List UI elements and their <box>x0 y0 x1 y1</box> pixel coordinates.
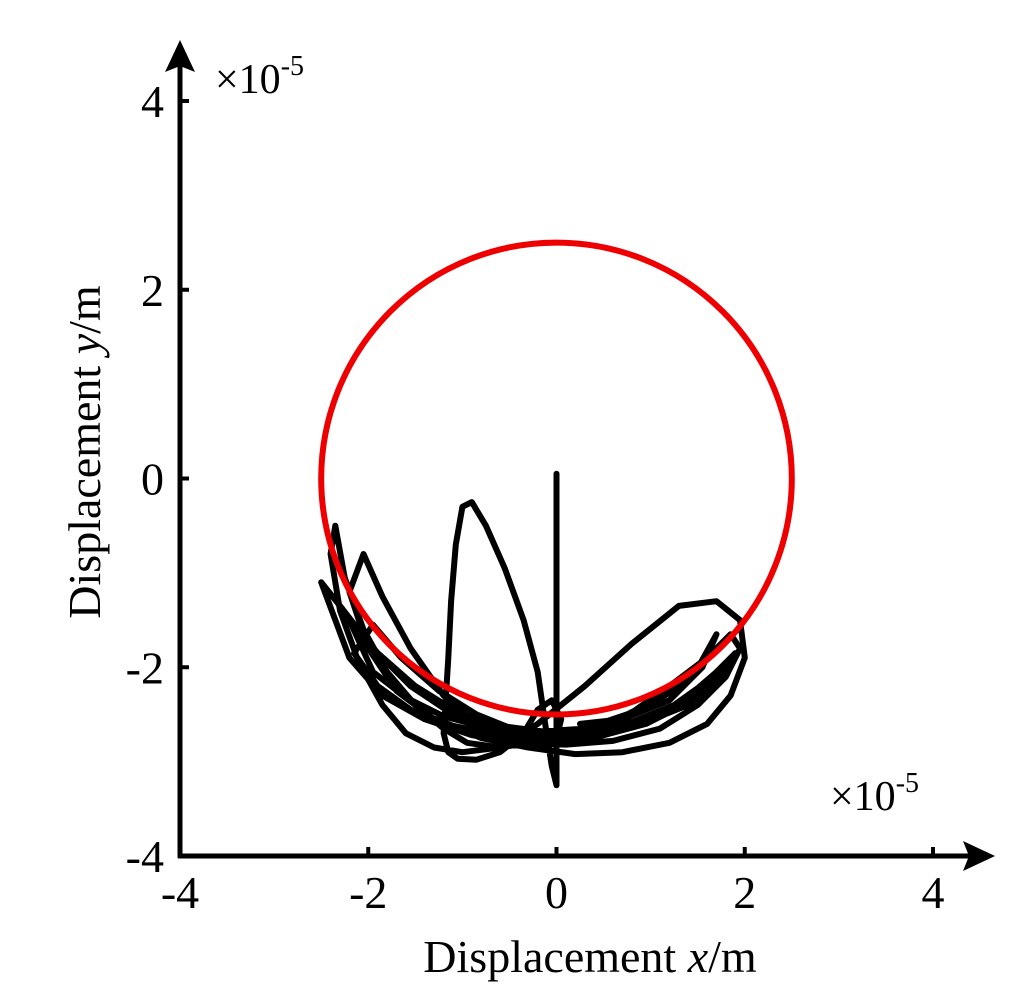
plot-area <box>318 239 795 789</box>
y-tick-label: 4 <box>141 76 164 127</box>
clearance-circle <box>318 239 795 718</box>
x-tick-label: -4 <box>161 867 199 918</box>
x-axis-arrow <box>963 841 995 871</box>
axes <box>165 40 995 871</box>
x-tick-label: 0 <box>545 867 568 918</box>
orbit-trajectory-line <box>318 470 748 789</box>
y-tick-label: 2 <box>141 265 164 316</box>
x-tick-label: -2 <box>349 867 387 918</box>
y-axis-arrow <box>165 40 195 72</box>
y-tick-label: -4 <box>126 831 164 882</box>
y-tick-label: -2 <box>126 642 164 693</box>
y-tick-label: 0 <box>141 454 164 505</box>
x-tick-label: 4 <box>922 867 945 918</box>
x-tick-label: 2 <box>733 867 756 918</box>
x-axis-title: Displacement x/m <box>423 931 757 982</box>
y-axis-title: Displacement y/m <box>59 285 110 619</box>
y-multiplier: ×10-5 <box>215 51 304 103</box>
ticks: -4 -2 0 2 4 -4 -2 0 2 4 <box>126 76 945 918</box>
x-multiplier: ×10-5 <box>830 768 919 820</box>
